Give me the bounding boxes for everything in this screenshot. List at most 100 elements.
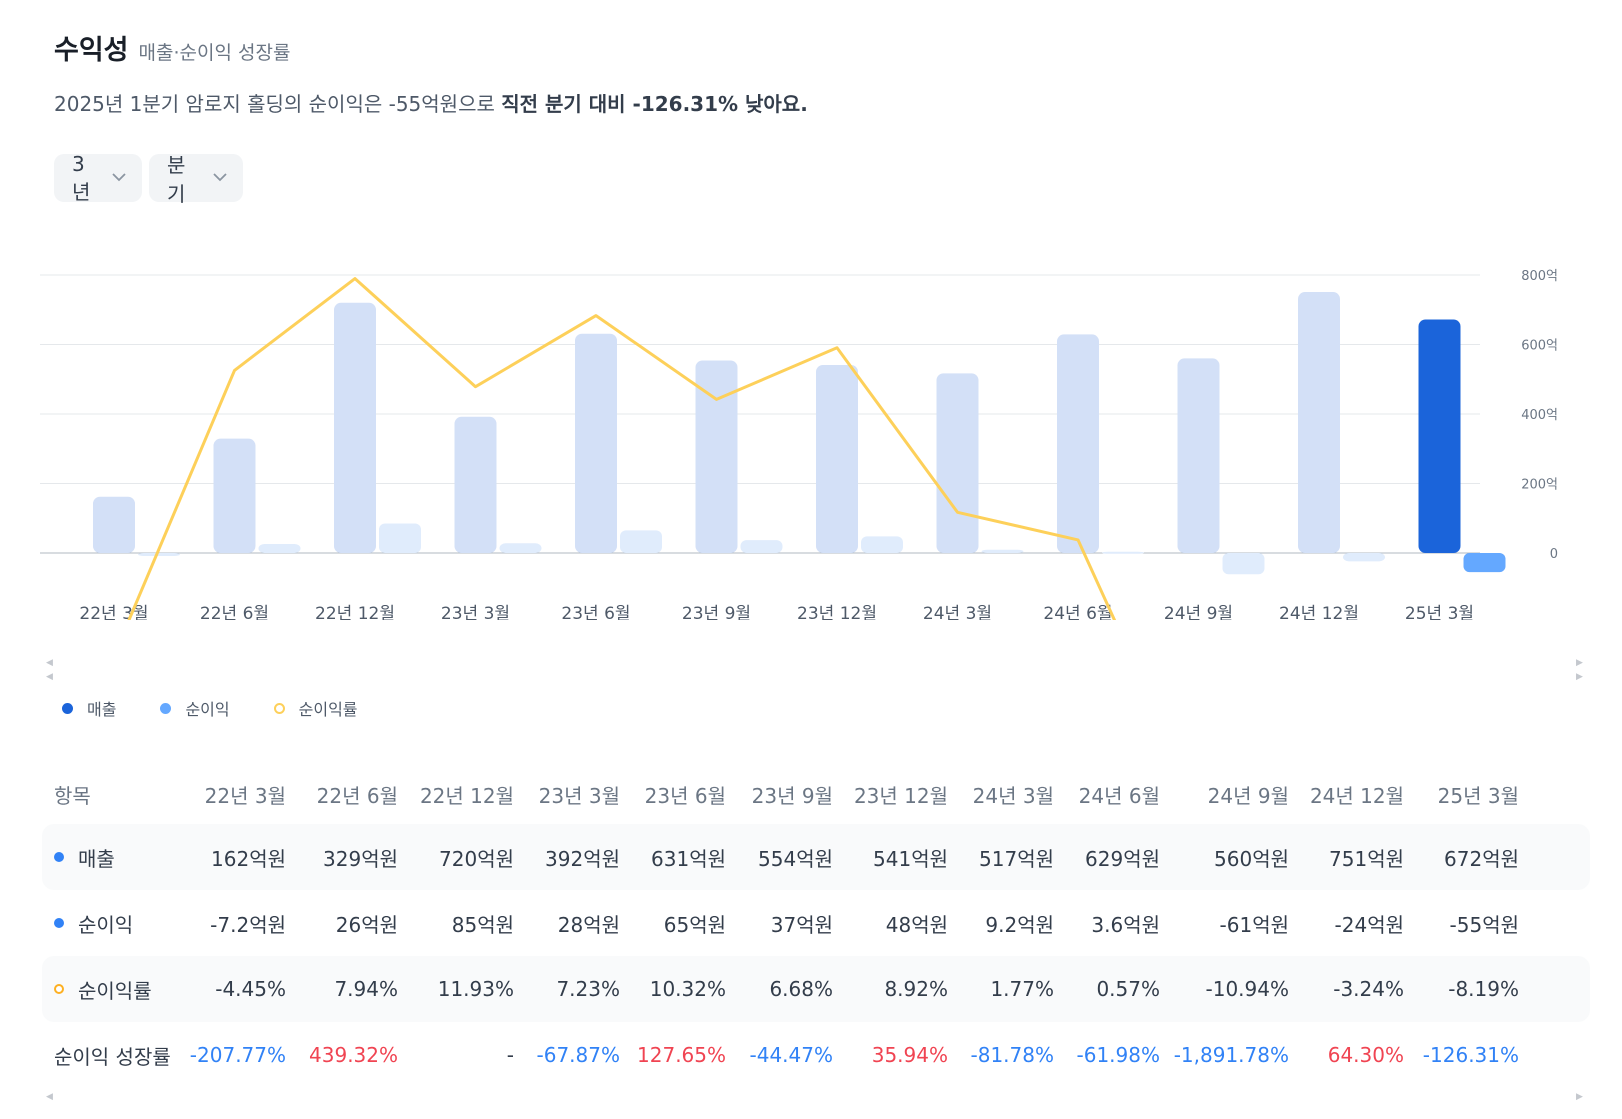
section-subtitle: 매출·순이익 성장률 [138, 42, 291, 64]
revenue-bar [1418, 319, 1461, 553]
x-tick-label: 24년 6월 [1043, 604, 1112, 620]
financial-table: 항목 22년 3월 22년 6월 22년 12월 23년 3월 23년 6월 23년 9월 2… [42, 764, 1590, 1088]
revenue-bar [1177, 358, 1220, 553]
table-cell: -44.47% [749, 1043, 833, 1067]
x-tick-label: 25년 3월 [1405, 604, 1474, 620]
legend-item[interactable]: 매출 [62, 696, 116, 720]
table-cell: 23년 3월 [538, 783, 620, 808]
table-row: 매출 162억원 329억원 720억원 392억원 631억원 554억원 541억원 517… [42, 824, 1590, 890]
table-cell: 127.65% [637, 1043, 726, 1067]
table-cell: -1,891.78% [1173, 1043, 1289, 1067]
table-cell: 65억원 [663, 912, 726, 937]
table-cell: 6.68% [769, 977, 833, 1001]
row-label: 순이익 [54, 890, 133, 956]
table-cell: 24년 3월 [972, 783, 1054, 808]
table-cell: 751억원 [1329, 846, 1404, 871]
y-tick-label: 400억 [1521, 408, 1558, 423]
table-cell: 64.30% [1327, 1043, 1404, 1067]
x-tick-label: 23년 3월 [441, 604, 510, 620]
table-cell: 1.77% [990, 977, 1054, 1001]
table-cell: 48억원 [885, 912, 948, 937]
table-cell: -8.19% [1448, 977, 1519, 1001]
table-cell: 560억원 [1214, 846, 1289, 871]
row-label: 매출 [54, 824, 115, 890]
x-tick-label: 23년 9월 [682, 604, 751, 620]
revenue-bar [575, 333, 617, 553]
revenue-bar [1057, 334, 1099, 553]
section-header: 수익성 매출·순이익 성장률 [54, 28, 290, 67]
legend-marker-icon [160, 702, 172, 714]
table-cell: -81.78% [970, 1043, 1054, 1067]
scroll-left-icon[interactable]: ◀ [46, 1092, 53, 1102]
section-title: 수익성 [54, 35, 129, 66]
table-cell: 0.57% [1096, 977, 1160, 1001]
table-cell: -61억원 [1219, 912, 1289, 937]
table-row: 순이익 성장률 -207.77% 439.32% - -67.87% 127.65% -44… [42, 1022, 1590, 1088]
row-marker-icon [54, 852, 64, 862]
table-cell: 517억원 [979, 846, 1054, 871]
unit-dropdown[interactable]: 분기 [149, 153, 243, 206]
revenue-bar [454, 416, 497, 553]
profit-bar [1102, 551, 1144, 554]
table-cell: 8.92% [884, 977, 948, 1001]
table-header-label: 항목 [54, 783, 91, 808]
scroll-right-icon[interactable]: ▶ [1576, 658, 1583, 668]
table-cell: 37억원 [770, 912, 833, 937]
x-tick-label: 23년 12월 [797, 604, 877, 620]
x-tick-label: 24년 3월 [923, 604, 992, 620]
table-row: 순이익률 -4.45% 7.94% 11.93% 7.23% 10.32% 6.68% 8.9… [42, 956, 1590, 1022]
period-dropdown[interactable]: 3년 [54, 152, 142, 204]
table-cell: 22년 12월 [419, 783, 514, 808]
table-cell: 629억원 [1085, 846, 1160, 871]
revenue-bar [93, 496, 135, 553]
row-label: 순이익 성장률 [54, 1022, 171, 1088]
margin-line [127, 277, 1117, 620]
table-cell: 22년 6월 [316, 783, 398, 808]
summary-text: 2025년 1분기 암로지 홀딩의 순이익은 -55억원으로 직전 분기 대비 … [54, 88, 808, 117]
table-cell: -7.2억원 [210, 912, 286, 937]
table-header-row: 항목 22년 3월 22년 6월 22년 12월 23년 3월 23년 6월 23년 9월 2… [42, 764, 1590, 824]
table-cell: 24년 9월 [1207, 783, 1289, 808]
revenue-bar [816, 365, 858, 553]
profit-bar [861, 536, 903, 553]
scroll-left-icon[interactable]: ◀ [46, 658, 53, 668]
table-cell: -10.94% [1205, 977, 1289, 1001]
table-cell: -67.87% [536, 1043, 620, 1067]
row-marker-icon [54, 984, 64, 994]
table-cell: 24년 6월 [1078, 783, 1160, 808]
revenue-bar [936, 373, 979, 553]
scroll-left-icon[interactable]: ◀ [46, 672, 53, 682]
legend-marker-icon [62, 702, 73, 714]
summary-prefix: 2025년 1분기 암로지 홀딩의 순이익은 -55억원으로 [54, 92, 502, 116]
table-cell: 554억원 [758, 846, 833, 871]
y-tick-label: 0 [1550, 547, 1558, 562]
scroll-right-icon[interactable]: ▶ [1576, 1092, 1583, 1102]
table-cell: 541억원 [873, 846, 948, 871]
table-cell: 162억원 [211, 846, 286, 871]
row-label-text: 매출 [78, 846, 115, 871]
table-cell: 35.94% [871, 1043, 948, 1067]
table-cell: 7.94% [334, 977, 398, 1001]
profit-bar [981, 549, 1024, 553]
profit-bar [138, 553, 180, 556]
legend-item[interactable]: 순이익 [160, 696, 230, 720]
table-cell: 672억원 [1444, 846, 1519, 871]
profit-bar [1222, 553, 1265, 575]
table-cell: 23년 6월 [644, 783, 726, 808]
table-cell: 631억원 [651, 846, 726, 871]
profit-bar [1463, 553, 1506, 573]
legend-label: 매출 [87, 700, 117, 719]
unit-dropdown-value: 분기 [167, 153, 186, 206]
scroll-right-icon[interactable]: ▶ [1576, 672, 1583, 682]
table-cell: 439.32% [309, 1043, 398, 1067]
revenue-bar [334, 302, 376, 553]
chart-legend: 매출 순이익 순이익률 [62, 696, 402, 720]
row-marker-icon [54, 918, 64, 928]
table-cell: -4.45% [215, 977, 286, 1001]
table-row: 순이익 -7.2억원 26억원 85억원 28억원 65억원 37억원 48억원 9.2억원 3.… [42, 890, 1590, 956]
table-cell: 23년 12월 [853, 783, 948, 808]
legend-label: 순이익 [185, 700, 230, 719]
legend-item[interactable]: 순이익률 [273, 696, 358, 720]
table-cell: 24년 12월 [1309, 783, 1404, 808]
profit-bar [740, 540, 783, 553]
